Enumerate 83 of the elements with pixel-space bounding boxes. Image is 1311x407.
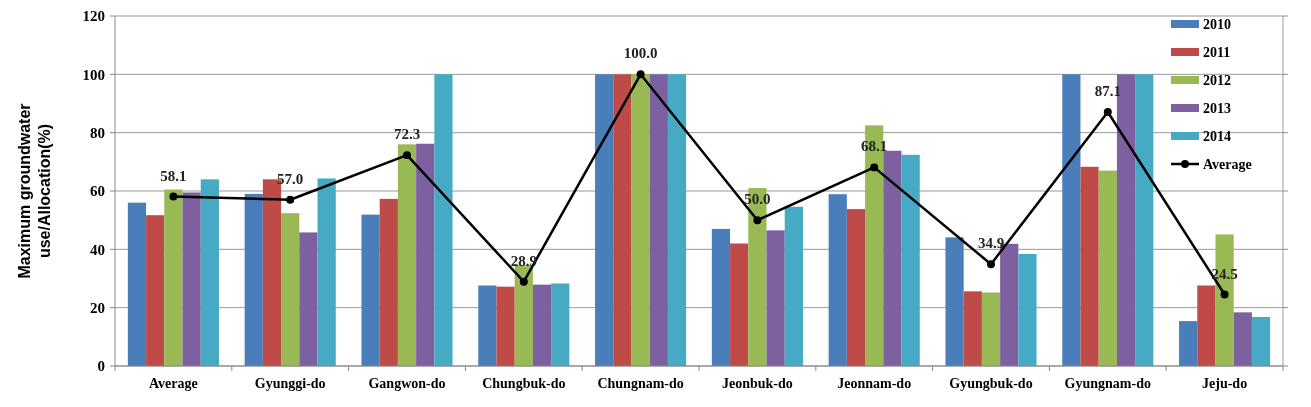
x-tick-label: Gyungbuk-do: [949, 376, 1033, 391]
point: [753, 216, 762, 225]
point: [1103, 107, 1112, 116]
y-tick-label: 0: [97, 358, 105, 375]
bar: [963, 291, 982, 366]
bar: [883, 150, 902, 366]
bar: [514, 265, 533, 366]
bar: [164, 189, 183, 366]
y-tick-label: 80: [90, 124, 105, 141]
bar: [595, 74, 614, 366]
y-tick-label: 40: [90, 241, 105, 258]
point: [519, 277, 528, 286]
bar: [496, 286, 515, 366]
bar: [1233, 312, 1252, 366]
bar: [766, 230, 785, 366]
data-label: 58.1: [160, 167, 187, 184]
bar: [361, 214, 380, 366]
point: [403, 151, 411, 160]
y-tick-label: 20: [90, 299, 105, 316]
bar: [478, 285, 497, 366]
bar: [1251, 317, 1271, 366]
bar: [667, 74, 687, 366]
bar: [182, 192, 201, 366]
bar: [299, 232, 318, 366]
bar: [1179, 321, 1198, 366]
point: [286, 195, 295, 204]
x-tick-label: Gyunggi-do: [254, 376, 326, 391]
legend-label: 2010: [1203, 16, 1231, 32]
y-tick-label: 100: [82, 66, 105, 83]
data-label: 34.9: [977, 235, 1005, 252]
bar: [551, 283, 570, 366]
x-tick-label: Average: [149, 376, 198, 391]
x-tick-label: Jeju-do: [1202, 376, 1248, 391]
bar: [397, 144, 417, 366]
bar: [1018, 254, 1037, 366]
x-tick-label: Gyungnam-do: [1064, 376, 1151, 391]
point: [169, 192, 178, 201]
data-label: 72.3: [393, 126, 421, 143]
bar: [730, 243, 749, 366]
bar: [711, 228, 731, 366]
y-tick-label: 120: [82, 8, 105, 25]
bar: [1098, 170, 1117, 366]
bar: [901, 154, 920, 366]
x-tick-label: Gangwon-do: [368, 376, 446, 391]
bar: [200, 179, 219, 366]
bar: [846, 209, 866, 366]
legend-label: 2011: [1203, 44, 1231, 60]
point: [870, 163, 879, 172]
bar: [631, 74, 650, 366]
bar: [981, 292, 1001, 366]
y-axis-title: Maximum groundwater use/Allocation(%): [16, 103, 53, 279]
legend-label: 2014: [1203, 128, 1231, 144]
data-label: 100.0: [623, 45, 658, 62]
bar: [244, 193, 263, 366]
bar: [416, 143, 435, 366]
x-tick-label: Jeonbuk-do: [721, 376, 793, 391]
bar: [945, 237, 964, 366]
bar: [1080, 166, 1099, 366]
bar: [127, 202, 147, 366]
point: [987, 260, 995, 269]
bar: [1062, 74, 1081, 366]
x-tick-label: Jeonnam-do: [837, 376, 912, 391]
legend-label: 2013: [1203, 100, 1231, 116]
bar: [532, 284, 552, 366]
bar: [1197, 285, 1216, 366]
bar: [784, 206, 803, 366]
data-label: 57.0: [277, 170, 304, 187]
point: [636, 70, 645, 79]
legend-label: Average: [1203, 156, 1252, 172]
x-tick-label: Chungbuk-do: [482, 376, 566, 391]
bar: [317, 178, 336, 366]
bar: [281, 213, 300, 366]
y-tick-label: 60: [90, 183, 105, 200]
bar: [828, 194, 847, 366]
bar: [613, 74, 632, 366]
bar: [146, 215, 165, 366]
legend-label: 2012: [1203, 72, 1231, 88]
bar: [379, 198, 398, 366]
bar: [1135, 74, 1154, 366]
bar: [649, 74, 668, 366]
x-tick-label: Chungnam-do: [597, 376, 684, 391]
bar: [434, 74, 453, 366]
point: [1220, 290, 1229, 299]
